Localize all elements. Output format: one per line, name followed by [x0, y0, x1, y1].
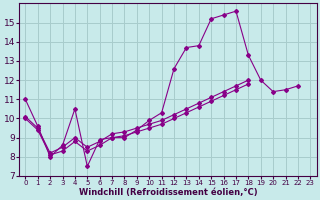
X-axis label: Windchill (Refroidissement éolien,°C): Windchill (Refroidissement éolien,°C)	[78, 188, 257, 197]
